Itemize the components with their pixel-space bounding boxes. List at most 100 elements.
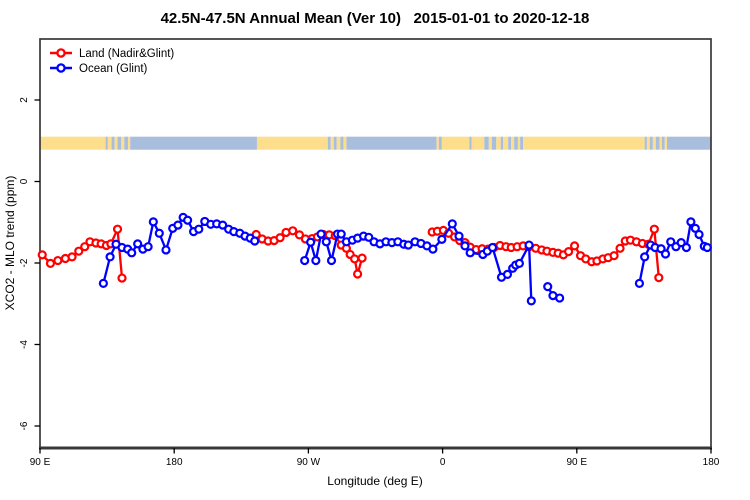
x-tick-label: 90 E xyxy=(30,457,51,468)
map-strip-land-segment xyxy=(256,136,328,150)
map-strip-ocean-segment xyxy=(333,136,337,150)
map-strip-land-segment xyxy=(121,136,125,150)
legend-land-symbol xyxy=(50,48,72,58)
ocean-data-point xyxy=(311,255,321,266)
map-strip-ocean-segment xyxy=(124,136,128,150)
map-strip-ocean-segment xyxy=(327,136,331,150)
x-axis-label: Longitude (deg E) xyxy=(327,474,422,488)
land-data-point xyxy=(112,224,123,234)
ocean-data-point xyxy=(694,229,704,240)
legend-ocean-symbol xyxy=(50,63,72,73)
ocean-data-point xyxy=(640,252,650,262)
land-data-point xyxy=(615,243,625,253)
map-strip-land-segment xyxy=(343,136,347,150)
map-strip-ocean-segment xyxy=(649,136,653,150)
land-data-point xyxy=(45,258,56,269)
map-strip-land-segment xyxy=(646,136,650,150)
legend-land-circle-icon xyxy=(56,48,66,58)
land-data-point xyxy=(53,255,63,266)
ocean-data-point xyxy=(676,238,686,248)
y-tick-label: -6 xyxy=(19,421,30,430)
map-strip-land-segment xyxy=(441,136,470,150)
ocean-data-point xyxy=(437,234,447,244)
map-strip-ocean-segment xyxy=(130,136,257,150)
map-strip-land-segment xyxy=(488,136,492,150)
map-strip-ocean-segment xyxy=(514,136,518,150)
land-data-point xyxy=(649,224,659,234)
map-strip-ocean-segment xyxy=(661,136,665,150)
ocean-data-point xyxy=(686,217,696,227)
map-strip-ocean-segment xyxy=(340,136,344,150)
y-tick-label: 0 xyxy=(19,178,30,184)
land-data-point xyxy=(357,253,367,263)
land-data-point xyxy=(275,233,285,243)
ocean-data-point xyxy=(487,242,498,253)
map-strip-land-segment xyxy=(659,136,662,150)
ocean-data-point xyxy=(447,219,457,229)
map-strip-land-segment xyxy=(114,136,118,150)
ocean-data-point xyxy=(514,258,524,269)
ocean-data-point xyxy=(660,249,671,259)
map-strip-land-segment xyxy=(107,136,112,150)
ocean-data-point xyxy=(250,236,260,246)
ocean-data-point xyxy=(161,245,171,255)
map-strip-land-segment xyxy=(40,136,106,150)
x-tick-label: 0 xyxy=(440,457,446,468)
map-strip-land-segment xyxy=(664,136,668,150)
ocean-data-point xyxy=(218,220,228,230)
ocean-data-point xyxy=(326,255,337,266)
ocean-data-point xyxy=(306,237,316,247)
map-strip-ocean-segment xyxy=(111,136,115,150)
map-strip-land-segment xyxy=(523,136,645,150)
land-data-point xyxy=(37,250,47,260)
ocean-data-point xyxy=(143,242,153,252)
land-data-point xyxy=(74,246,84,256)
y-tick-label: -2 xyxy=(19,258,30,267)
ocean-data-point xyxy=(127,248,137,258)
map-strip-ocean-segment xyxy=(655,136,660,150)
ocean-data-point xyxy=(634,278,645,288)
ocean-data-point xyxy=(460,241,470,251)
map-strip-land-segment xyxy=(652,136,656,150)
map-strip-ocean-segment xyxy=(644,136,647,150)
ocean-data-point xyxy=(98,278,108,288)
map-strip-ocean-segment xyxy=(469,136,472,150)
land-data-point xyxy=(294,230,305,240)
x-tick-label: 90 W xyxy=(297,457,321,468)
chart-title: 42.5N-47.5N Annual Mean (Ver 10) 2015-01… xyxy=(161,10,590,27)
land-data-point xyxy=(353,269,363,279)
land-data-point xyxy=(80,242,90,252)
land-data-point xyxy=(117,273,127,283)
map-strip-land-segment xyxy=(436,136,439,150)
land-data-point xyxy=(569,241,580,251)
map-strip-ocean-segment xyxy=(484,136,489,150)
ocean-data-point xyxy=(105,252,115,262)
ocean-data-point xyxy=(681,242,691,253)
ocean-data-point xyxy=(133,239,143,249)
land-data-point xyxy=(654,273,664,283)
map-strip-ocean-segment xyxy=(105,136,108,150)
map-strip-land-segment xyxy=(330,136,334,150)
map-strip-ocean-segment xyxy=(117,136,122,150)
legend: Land (Nadir&Glint) Ocean (Glint) xyxy=(50,48,174,75)
map-strip-ocean-segment xyxy=(667,136,711,150)
ocean-data-point xyxy=(154,228,164,238)
y-tick-label: 2 xyxy=(19,97,30,103)
map-strip-land-segment xyxy=(127,136,131,150)
map-strip-land-segment xyxy=(496,136,501,150)
land-data-point xyxy=(67,252,77,262)
ocean-data-point xyxy=(300,255,310,266)
map-strip-ocean-segment xyxy=(508,136,512,150)
map-strip-land-segment xyxy=(502,136,509,150)
land-data-point xyxy=(350,254,360,264)
ocean-data-point xyxy=(194,224,204,234)
ocean-data-point xyxy=(555,293,565,303)
map-strip-ocean-segment xyxy=(520,136,524,150)
ocean-data-point xyxy=(148,217,158,227)
ocean-data-point xyxy=(336,229,346,239)
map-strip-land-segment xyxy=(517,136,521,150)
plot-region: 90 E 180 90 W 0 90 E 180 2 0 -2 -4 -6 xyxy=(19,38,720,468)
y-axis-label: XCO2 - MLO trend (ppm) xyxy=(3,176,17,311)
